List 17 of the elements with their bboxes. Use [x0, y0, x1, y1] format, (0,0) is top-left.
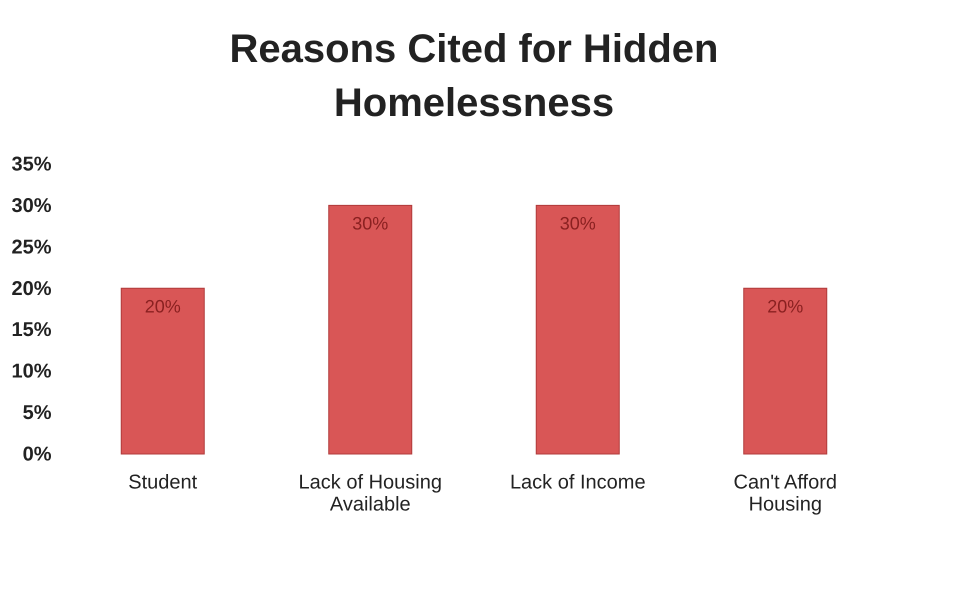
- y-tick-label: 35%: [11, 154, 52, 176]
- y-tick-label: 15%: [11, 319, 52, 342]
- y-tick-label: 25%: [11, 236, 52, 258]
- data-label: 30%: [352, 213, 388, 234]
- x-tick-label: Can't Afford Housing: [733, 472, 838, 516]
- data-label: 30%: [560, 213, 596, 234]
- y-tick-label: 5%: [22, 402, 52, 424]
- y-tick-label: 0%: [22, 444, 52, 466]
- data-label: 20%: [144, 296, 181, 316]
- y-tick-label: 20%: [11, 278, 52, 300]
- data-label: 20%: [767, 296, 804, 316]
- x-tick-label: Student: [128, 472, 198, 494]
- x-tick-label: Lack of Income: [510, 472, 646, 494]
- y-tick-label: 30%: [11, 194, 52, 217]
- chart-title: Reasons Cited for Hidden Homelessness: [230, 27, 718, 125]
- y-tick-label: 10%: [11, 360, 52, 383]
- x-tick-label: Lack of Housing Available: [298, 472, 442, 516]
